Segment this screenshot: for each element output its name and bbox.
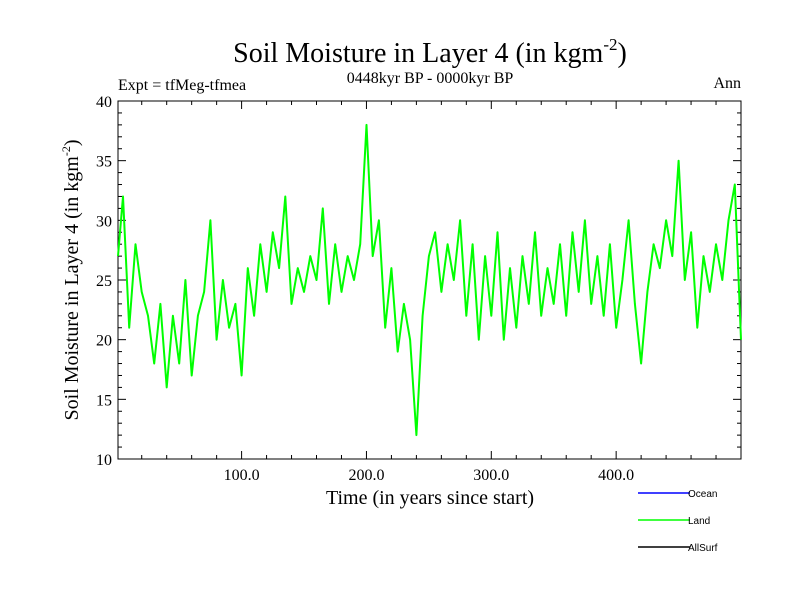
x-tick-label: 100.0: [224, 467, 260, 484]
chart-subtitle-center: 0448kyr BP - 0000kyr BP: [347, 70, 514, 87]
chart-title: Soil Moisture in Layer 4 (in kgm-2): [233, 35, 627, 69]
y-tick-label: 20: [96, 333, 112, 350]
y-tick-label: 35: [96, 154, 112, 171]
x-tick-label: 400.0: [598, 467, 634, 484]
y-tick-label: 30: [96, 213, 112, 230]
y-tick-labels: 10 15 20 25 30 35 40: [96, 94, 112, 469]
chart-subtitle-left: Expt = tfMeg-tfmea: [118, 77, 246, 94]
y-axis-label: Soil Moisture in Layer 4 (in kgm-2): [59, 139, 83, 420]
axis-ticks: [118, 100, 741, 460]
y-tick-label: 25: [96, 273, 112, 290]
x-axis-label: Time (in years since start): [326, 487, 534, 509]
legend-label-allsurf: AllSurf: [688, 543, 718, 554]
y-tick-label: 10: [96, 452, 112, 469]
legend-label-land: Land: [688, 516, 710, 527]
y-tick-label: 15: [96, 392, 112, 409]
legend-label-ocean: Ocean: [688, 489, 717, 500]
series-line-land: [117, 123, 742, 437]
x-tick-labels: 100.0 200.0 300.0 400.0: [224, 467, 635, 484]
x-tick-label: 200.0: [348, 467, 384, 484]
chart-subtitle-right: Ann: [713, 75, 741, 92]
x-tick-label: 300.0: [473, 467, 509, 484]
legend: Ocean Land AllSurf: [638, 489, 718, 554]
plot-frame: [117, 100, 742, 460]
y-tick-label: 40: [96, 94, 112, 111]
